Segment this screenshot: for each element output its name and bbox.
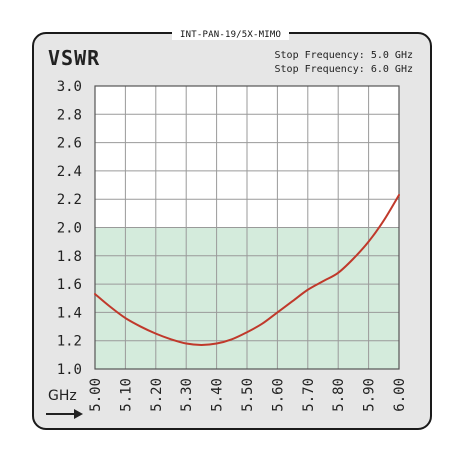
x-tick-label: 6.00 — [392, 378, 408, 412]
x-tick-label: 5.00 — [88, 378, 104, 412]
axis-arrow-icon — [46, 409, 83, 419]
y-tick-label: 2.2 — [57, 192, 82, 208]
y-tick-label: 2.6 — [57, 136, 82, 152]
x-tick-label: 5.30 — [179, 378, 195, 412]
y-tick-label: 1.4 — [57, 305, 82, 321]
y-tick-label: 1.2 — [57, 334, 82, 350]
y-tick-label: 1.6 — [57, 277, 82, 293]
y-tick-label: 2.8 — [57, 107, 82, 123]
y-tick-label: 1.0 — [57, 362, 82, 378]
y-tick-label: 1.8 — [57, 249, 82, 265]
y-tick-label: 2.0 — [57, 221, 82, 237]
x-tick-label: 5.20 — [149, 378, 165, 412]
model-badge: INT-PAN-19/5X-MIMO — [172, 30, 290, 40]
x-tick-label: 5.70 — [301, 378, 317, 412]
x-tick-label: 5.60 — [270, 378, 286, 412]
frequency-line-2: Stop Frequency: 6.0 GHz — [274, 64, 413, 75]
chart-title: VSWR — [48, 46, 101, 70]
x-tick-label: 5.10 — [118, 378, 134, 412]
x-axis-unit-label: GHz — [48, 388, 77, 404]
vswr-curve — [94, 193, 400, 346]
frequency-line-1: Stop Frequency: 5.0 GHz — [274, 50, 413, 61]
x-tick-label: 5.40 — [210, 378, 226, 412]
x-tick-label: 5.90 — [362, 378, 378, 412]
x-tick-label: 5.50 — [240, 378, 256, 412]
y-tick-label: 3.0 — [57, 79, 82, 95]
x-tick-label: 5.80 — [331, 378, 347, 412]
y-tick-label: 2.4 — [57, 164, 82, 180]
plot-border — [94, 85, 400, 370]
